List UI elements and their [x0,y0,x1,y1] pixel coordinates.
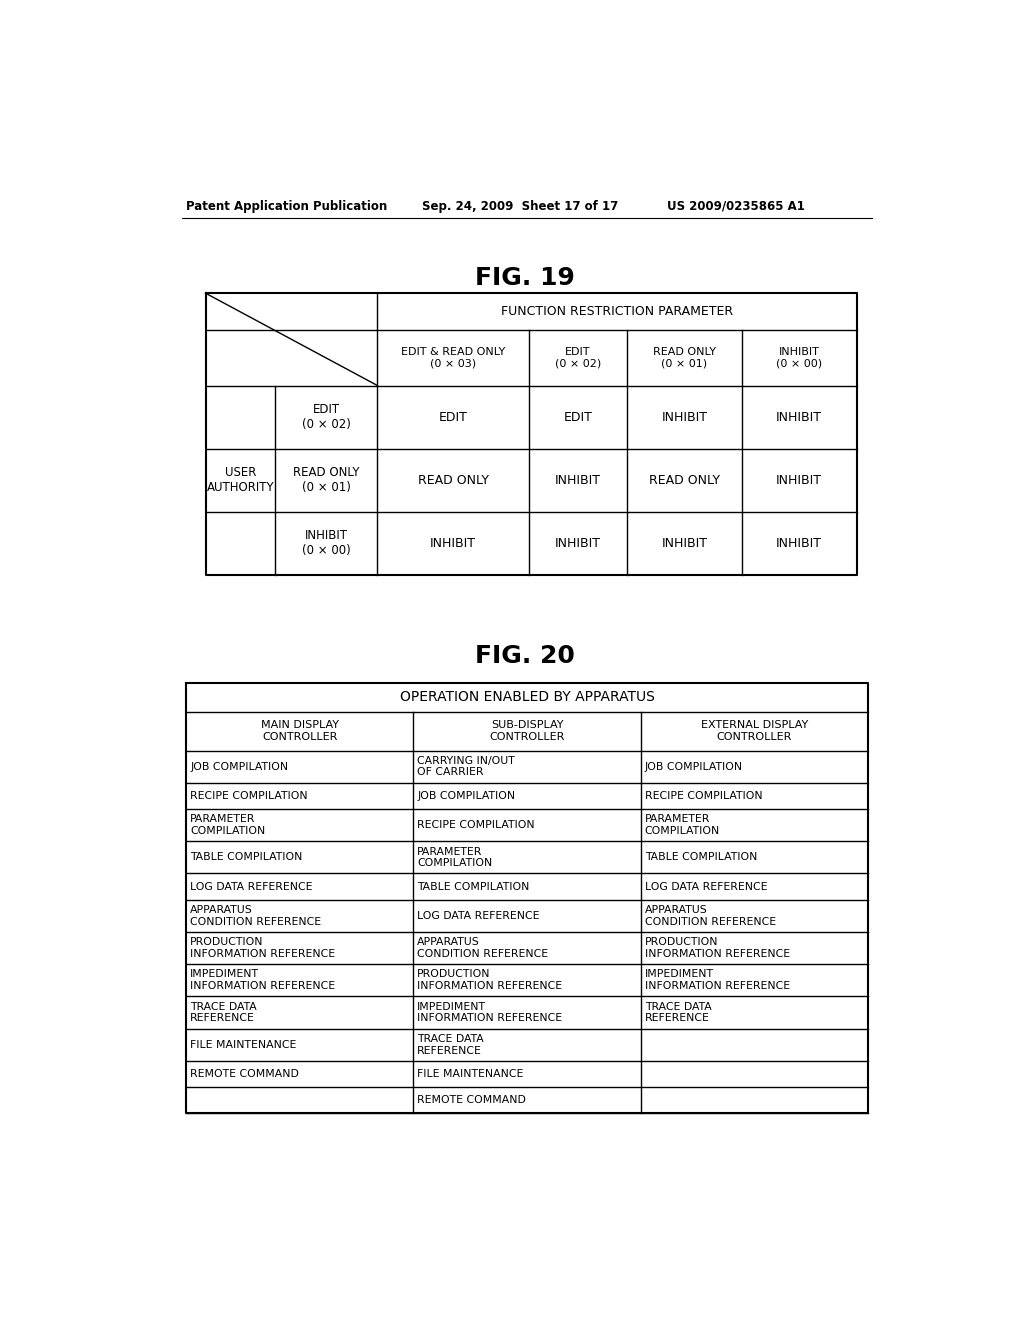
Text: INHIBIT
(0 × 00): INHIBIT (0 × 00) [302,529,350,557]
Text: US 2009/0235865 A1: US 2009/0235865 A1 [667,199,805,213]
Text: APPARATUS
CONDITION REFERENCE: APPARATUS CONDITION REFERENCE [190,906,322,927]
Text: PARAMETER
COMPILATION: PARAMETER COMPILATION [190,814,265,836]
Text: EXTERNAL DISPLAY
CONTROLLER: EXTERNAL DISPLAY CONTROLLER [700,721,808,742]
Text: TABLE COMPILATION: TABLE COMPILATION [645,853,757,862]
Text: IMPEDIMENT
INFORMATION REFERENCE: IMPEDIMENT INFORMATION REFERENCE [645,969,790,991]
Text: TRACE DATA
REFERENCE: TRACE DATA REFERENCE [190,1002,257,1023]
Text: SUB-DISPLAY
CONTROLLER: SUB-DISPLAY CONTROLLER [489,721,565,742]
Text: EDIT
(0 × 02): EDIT (0 × 02) [555,347,601,368]
Text: PRODUCTION
INFORMATION REFERENCE: PRODUCTION INFORMATION REFERENCE [418,969,562,991]
Text: IMPEDIMENT
INFORMATION REFERENCE: IMPEDIMENT INFORMATION REFERENCE [190,969,335,991]
Text: PRODUCTION
INFORMATION REFERENCE: PRODUCTION INFORMATION REFERENCE [190,937,335,958]
Text: EDIT: EDIT [438,411,468,424]
Text: PRODUCTION
INFORMATION REFERENCE: PRODUCTION INFORMATION REFERENCE [645,937,790,958]
Text: RECIPE COMPILATION: RECIPE COMPILATION [645,791,762,801]
Text: EDIT
(0 × 02): EDIT (0 × 02) [302,403,351,432]
Text: MAIN DISPLAY
CONTROLLER: MAIN DISPLAY CONTROLLER [261,721,339,742]
Text: IMPEDIMENT
INFORMATION REFERENCE: IMPEDIMENT INFORMATION REFERENCE [418,1002,562,1023]
Text: FIG. 19: FIG. 19 [475,265,574,290]
Text: INHIBIT: INHIBIT [776,537,822,550]
Text: INHIBIT
(0 × 00): INHIBIT (0 × 00) [776,347,822,368]
Text: APPARATUS
CONDITION REFERENCE: APPARATUS CONDITION REFERENCE [418,937,549,958]
Text: INHIBIT: INHIBIT [662,537,708,550]
Text: TABLE COMPILATION: TABLE COMPILATION [418,882,529,891]
Text: INHIBIT: INHIBIT [555,474,601,487]
Text: CARRYING IN/OUT
OF CARRIER: CARRYING IN/OUT OF CARRIER [418,756,515,777]
Text: JOB COMPILATION: JOB COMPILATION [418,791,515,801]
Text: LOG DATA REFERENCE: LOG DATA REFERENCE [418,911,540,921]
Text: JOB COMPILATION: JOB COMPILATION [190,762,288,772]
Text: INHIBIT: INHIBIT [776,411,822,424]
Text: APPARATUS
CONDITION REFERENCE: APPARATUS CONDITION REFERENCE [645,906,776,927]
Text: TRACE DATA
REFERENCE: TRACE DATA REFERENCE [645,1002,712,1023]
Text: Sep. 24, 2009  Sheet 17 of 17: Sep. 24, 2009 Sheet 17 of 17 [423,199,618,213]
Text: TRACE DATA
REFERENCE: TRACE DATA REFERENCE [418,1034,484,1056]
Text: FILE MAINTENANCE: FILE MAINTENANCE [190,1040,296,1049]
Text: REMOTE COMMAND: REMOTE COMMAND [190,1069,299,1078]
Text: EDIT & READ ONLY
(0 × 03): EDIT & READ ONLY (0 × 03) [401,347,505,368]
Text: TABLE COMPILATION: TABLE COMPILATION [190,853,302,862]
Text: RECIPE COMPILATION: RECIPE COMPILATION [418,820,535,830]
Text: FIG. 20: FIG. 20 [475,644,574,668]
Text: PARAMETER
COMPILATION: PARAMETER COMPILATION [645,814,720,836]
Text: USER
AUTHORITY: USER AUTHORITY [207,466,274,494]
Text: RECIPE COMPILATION: RECIPE COMPILATION [190,791,307,801]
Text: READ ONLY
(0 × 01): READ ONLY (0 × 01) [293,466,359,494]
Text: INHIBIT: INHIBIT [662,411,708,424]
Text: READ ONLY: READ ONLY [418,474,488,487]
Text: INHIBIT: INHIBIT [430,537,476,550]
Text: READ ONLY
(0 × 01): READ ONLY (0 × 01) [653,347,716,368]
Text: INHIBIT: INHIBIT [555,537,601,550]
Text: READ ONLY: READ ONLY [649,474,720,487]
Text: PARAMETER
COMPILATION: PARAMETER COMPILATION [418,846,493,869]
Text: REMOTE COMMAND: REMOTE COMMAND [418,1096,526,1105]
Text: LOG DATA REFERENCE: LOG DATA REFERENCE [645,882,767,891]
Text: EDIT: EDIT [563,411,593,424]
Text: JOB COMPILATION: JOB COMPILATION [645,762,742,772]
Text: FUNCTION RESTRICTION PARAMETER: FUNCTION RESTRICTION PARAMETER [501,305,733,318]
Text: FILE MAINTENANCE: FILE MAINTENANCE [418,1069,523,1078]
Text: LOG DATA REFERENCE: LOG DATA REFERENCE [190,882,312,891]
Text: OPERATION ENABLED BY APPARATUS: OPERATION ENABLED BY APPARATUS [399,690,654,705]
Text: Patent Application Publication: Patent Application Publication [186,199,387,213]
Text: INHIBIT: INHIBIT [776,474,822,487]
